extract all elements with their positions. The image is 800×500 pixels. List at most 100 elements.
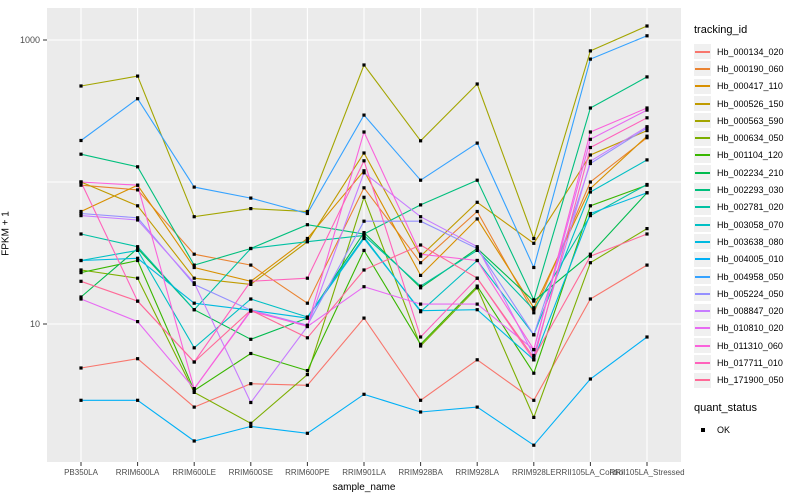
data-point — [192, 439, 196, 443]
legend-item-label: Hb_003058_070 — [717, 219, 784, 230]
data-point — [305, 223, 309, 227]
data-point — [645, 125, 649, 129]
x-tick-label: RRIM600LE — [172, 468, 216, 477]
data-point — [588, 49, 592, 53]
data-point — [362, 186, 366, 190]
data-point — [136, 357, 140, 361]
legend-item: Hb_000417_110 — [694, 78, 800, 95]
data-point — [588, 161, 592, 166]
data-point — [645, 129, 649, 133]
data-point — [249, 207, 253, 211]
data-point — [362, 219, 366, 223]
data-point — [588, 186, 592, 191]
data-point — [362, 113, 366, 117]
data-point — [419, 178, 423, 182]
data-point — [645, 34, 649, 38]
data-point — [419, 273, 423, 277]
data-point — [532, 398, 536, 402]
data-point — [362, 159, 366, 163]
x-tick-label: RRIM928LE — [512, 468, 556, 477]
data-point — [475, 405, 479, 409]
legend-item-label: Hb_000526_150 — [717, 98, 784, 109]
data-point — [475, 217, 479, 221]
legend-item-label: Hb_000563_590 — [717, 115, 784, 126]
data-point — [192, 346, 196, 350]
x-axis-title: sample_name — [332, 482, 396, 493]
data-point — [136, 216, 140, 220]
data-point — [588, 180, 592, 184]
data-point — [532, 415, 536, 419]
data-point — [79, 209, 83, 214]
data-point — [588, 106, 592, 110]
data-point — [136, 258, 140, 263]
data-point — [192, 276, 196, 280]
data-point — [136, 183, 140, 187]
data-point — [532, 311, 536, 315]
legend-item: Hb_017711_010 — [694, 354, 800, 371]
data-point — [419, 344, 423, 348]
legend-item-ok: OK — [694, 421, 800, 438]
legend-key-line-icon — [694, 199, 711, 215]
data-point — [249, 308, 253, 312]
data-point — [192, 390, 196, 394]
data-point — [136, 74, 140, 78]
data-point — [588, 159, 592, 163]
data-point — [475, 82, 479, 86]
legend-key-line-icon — [694, 113, 711, 129]
legend-key-line-icon — [694, 355, 711, 371]
data-point — [475, 209, 479, 214]
data-point — [419, 309, 423, 313]
data-point — [305, 373, 309, 377]
data-point — [136, 256, 140, 260]
data-point — [136, 165, 140, 169]
legend-key-line-icon — [694, 96, 711, 112]
data-point — [588, 204, 592, 208]
x-tick-label: RRIM600LA — [116, 468, 160, 477]
legend-item: Hb_011310_060 — [694, 337, 800, 354]
data-point — [79, 279, 83, 283]
legend-item: Hb_171900_050 — [694, 372, 800, 389]
data-point — [249, 279, 253, 283]
data-point — [362, 171, 366, 175]
legend-key-line-icon — [694, 147, 711, 163]
data-point — [588, 57, 592, 61]
data-point — [79, 297, 83, 301]
data-point — [532, 348, 536, 352]
data-point — [305, 240, 309, 244]
data-point — [136, 398, 140, 402]
data-point — [192, 387, 196, 391]
data-point — [192, 185, 196, 189]
data-point — [588, 254, 592, 258]
data-point — [192, 360, 196, 364]
data-point — [362, 316, 366, 320]
data-point — [362, 169, 366, 173]
legend-item: Hb_000526_150 — [694, 95, 800, 112]
legend-key-line-icon — [694, 217, 711, 233]
legend-item-label: Hb_004958_050 — [717, 271, 784, 282]
data-point — [136, 218, 140, 222]
data-point — [192, 405, 196, 409]
legend-item-label: Hb_000417_110 — [717, 81, 783, 92]
data-point — [362, 130, 366, 134]
data-point — [305, 316, 309, 320]
legend-item-label: Hb_011310_060 — [717, 340, 783, 351]
legend-key-line-icon — [694, 251, 711, 267]
data-point — [475, 178, 479, 182]
data-point — [588, 261, 592, 265]
data-point — [475, 302, 479, 306]
data-point — [362, 63, 366, 67]
data-point — [249, 196, 253, 200]
legend-item: Hb_000563_590 — [694, 112, 800, 129]
data-point — [362, 236, 366, 241]
data-point — [79, 138, 83, 143]
legend-item-label: OK — [717, 424, 731, 435]
legend-item: Hb_003058_070 — [694, 216, 800, 233]
data-point — [419, 243, 423, 247]
legend-item-label: Hb_171900_050 — [717, 375, 784, 386]
data-point — [645, 134, 649, 138]
x-tick-label: RRIM901LA — [342, 468, 386, 477]
data-point — [475, 308, 479, 312]
data-point — [645, 24, 649, 28]
data-point — [249, 263, 253, 267]
data-point — [588, 252, 592, 256]
